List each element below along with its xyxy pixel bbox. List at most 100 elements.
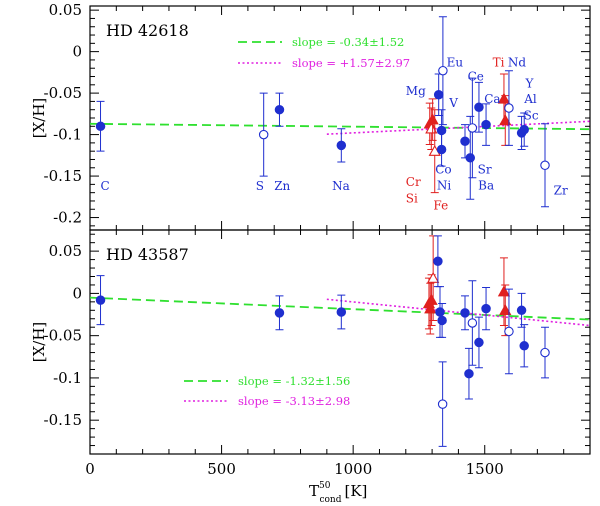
element-label: C [101,179,110,193]
top-panel-fit-lines [90,120,590,135]
element-label: V [448,96,458,110]
data-point-filled-circle [95,121,106,132]
element-label: Y [525,76,535,90]
data-point-filled-circle [519,341,529,351]
bottom-panel-y-axis-title: [X/H] [30,322,48,363]
x-tick-label: 1500 [466,460,504,478]
data-point-filled-triangle [499,303,512,316]
data-point-filled-circle [433,90,444,100]
data-point-filled-circle [464,368,474,379]
element-label: Co [435,163,451,177]
element-label: Cr [406,175,421,189]
y-tick-label: 0.05 [49,1,82,19]
y-tick-label: 0.05 [49,242,82,260]
data-point-filled-circle [516,305,527,316]
data-point-filled-circle [474,102,484,112]
bottom-panel-fit-lines [90,296,590,327]
element-label: Si [406,192,418,206]
data-point-open-triangle [425,122,438,134]
bottom-panel-data-points [95,235,550,447]
y-tick-label: -0.05 [44,327,82,345]
y-tick-label: -0.05 [44,84,82,102]
element-label: Ni [437,178,452,192]
data-point-filled-circle [433,256,443,267]
element-label: Zn [274,179,290,193]
data-point-open-circle [504,103,514,113]
element-label: Sr [478,163,492,177]
top-panel-legend: slope = -0.34±1.52 slope = +1.57±2.97 [238,35,410,70]
data-point-open-circle [438,65,448,76]
y-tick-label: -0.1 [53,126,82,144]
y-tick-label: -0.15 [44,167,82,185]
legend-dashed-label: slope = -0.34±1.52 [292,35,404,49]
x-axis-title-superscript: 50 [319,481,331,491]
top-panel-data-points [95,16,550,208]
data-point-filled-triangle [499,114,512,126]
data-point-filled-circle [460,308,470,318]
data-point-filled-circle [435,307,445,317]
x-axis-title: T50 cond [K] [309,481,367,505]
data-point-filled-circle [95,295,106,305]
axis-ticks: 0 500 1000 1500 -0.2 -0.15 -0.1 -0.05 0 0.05 -0.15… [44,1,591,478]
element-label: Eu [447,56,464,70]
element-label: Sc [524,109,539,123]
data-point-filled-circle [336,140,347,151]
element-label: Ba [478,178,494,192]
data-point-open-circle [467,123,478,133]
element-label: Nd [508,56,527,70]
bottom-panel-legend: slope = -1.32±1.56 slope = -3.13±2.98 [184,374,350,408]
x-tick-label: 1000 [334,460,372,478]
data-point-open-circle [437,399,448,409]
top-panel-title: HD 42618 [106,21,189,40]
y-tick-label: 0 [72,284,82,302]
data-point-filled-circle [460,136,470,146]
element-label: Ca [484,92,500,106]
element-label: Zr [554,183,568,197]
y-tick-label: -0.2 [53,209,82,227]
data-point-filled-triangle [425,293,438,305]
data-point-open-circle [467,318,478,328]
y-tick-label: -0.1 [53,369,82,387]
x-axis-title-main: T [309,482,319,500]
legend-dashed-label: slope = -1.32±1.56 [238,374,350,388]
data-point-filled-circle [274,308,285,318]
bottom-panel-frame [89,229,591,455]
element-label: Mg [406,84,426,98]
data-point-filled-circle [465,153,476,163]
data-point-filled-circle [436,144,447,155]
data-point-filled-circle [437,315,447,326]
legend-dotted-label: slope = +1.57±2.97 [292,56,410,70]
data-point-filled-circle [336,307,347,317]
y-tick-label: -0.15 [44,411,82,429]
data-point-open-circle [504,326,514,337]
data-point-filled-circle [274,104,285,115]
bottom-panel-title: HD 43587 [106,245,189,264]
x-axis-title-subscript: cond [319,495,341,505]
element-label: S [256,179,264,193]
fit-line-refractory [326,120,590,135]
data-point-open-triangle [427,271,440,283]
data-point-filled-circle [481,119,491,130]
top-panel-y-axis-title: [X/H] [30,98,48,139]
element-label: Na [332,179,350,193]
data-point-filled-circle [474,337,484,348]
data-point-filled-triangle [497,92,511,104]
element-label: Ce [468,70,484,84]
element-label: Al [523,92,537,106]
fit-line-refractory [326,298,590,327]
legend-dotted-label: slope = -3.13±2.98 [238,394,350,408]
data-point-filled-circle [519,124,529,135]
data-point-open-circle [258,129,269,140]
data-point-filled-triangle [497,285,511,297]
x-tick-label: 0 [85,460,95,478]
element-label: Fe [433,198,448,212]
element-label: Ti [493,56,505,70]
data-point-open-circle [540,347,550,358]
y-tick-label: 0 [72,43,82,61]
x-tick-label: 500 [207,460,236,478]
data-point-filled-circle [481,303,491,314]
data-point-open-circle [540,160,550,171]
x-axis-title-unit: [K] [345,482,368,500]
